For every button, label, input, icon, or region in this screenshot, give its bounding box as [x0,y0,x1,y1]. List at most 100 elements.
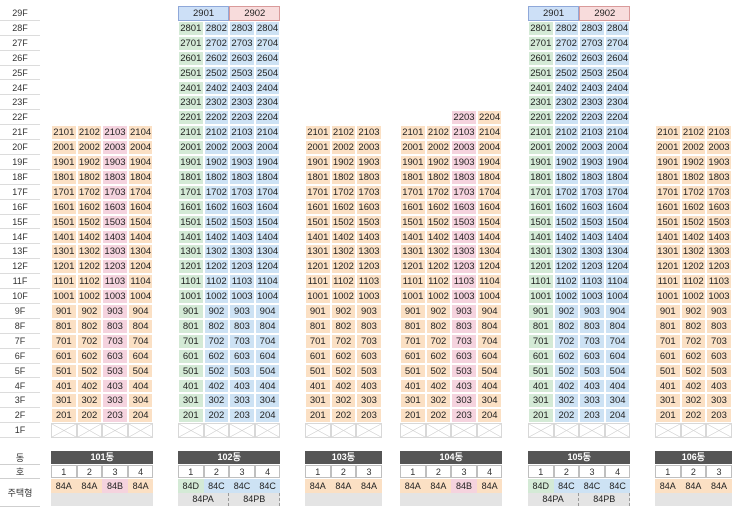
unit-cell[interactable]: 1604 [254,199,281,215]
unit-cell[interactable]: 604 [476,348,503,364]
unit-cell[interactable]: 2704 [254,35,281,51]
unit-cell[interactable]: 1902 [203,155,230,170]
unit-cell[interactable]: 903 [451,304,477,319]
unit-cell[interactable]: 402 [680,378,707,394]
unit-cell[interactable]: 1202 [680,259,707,275]
unit-cell[interactable]: 702 [330,333,357,349]
unit-cell[interactable]: 402 [553,378,580,394]
unit-cell[interactable]: 1502 [425,214,452,230]
unit-cell[interactable]: 1503 [229,214,255,230]
unit-cell[interactable]: 1204 [476,259,503,275]
unit-cell[interactable]: 1501 [178,214,204,230]
unit-cell[interactable]: 1301 [655,244,681,260]
unit-cell[interactable]: 1401 [655,229,681,245]
unit-cell[interactable]: 1801 [178,169,204,185]
unit-cell[interactable]: 1503 [451,214,477,230]
unit-cell[interactable]: 1403 [356,229,382,245]
unit-cell[interactable]: 1802 [553,169,580,185]
unit-cell[interactable]: 2803 [579,20,605,36]
unit-cell[interactable]: 2004 [127,140,154,155]
unit-cell[interactable]: 2101 [528,125,554,141]
unit-cell[interactable]: 1901 [528,155,554,170]
unit-cell[interactable]: 1003 [706,289,732,304]
unit-cell[interactable]: 802 [553,318,580,334]
unit-cell[interactable]: 902 [203,304,230,319]
unit-cell[interactable]: 2601 [528,50,554,66]
unit-cell[interactable]: 1901 [305,155,331,170]
unit-cell[interactable]: 703 [356,333,382,349]
unit-cell[interactable]: 2001 [305,140,331,155]
unit-cell[interactable]: 1902 [330,155,357,170]
unit-cell[interactable]: 304 [127,393,154,409]
unit-cell[interactable]: 2501 [528,65,554,81]
unit-cell[interactable]: 2501 [178,65,204,81]
unit-cell[interactable]: 1204 [254,259,281,275]
unit-cell[interactable]: 2702 [203,35,230,51]
unit-cell[interactable]: 1903 [356,155,382,170]
unit-cell[interactable]: 1702 [76,184,103,200]
unit-cell[interactable]: 1701 [655,184,681,200]
unit-cell[interactable]: 2301 [528,95,554,111]
unit-cell[interactable]: 1302 [680,244,707,260]
unit-cell[interactable]: 1701 [400,184,426,200]
unit-cell[interactable]: 1203 [451,259,477,275]
unit-cell[interactable]: 203 [579,408,605,424]
unit-cell[interactable]: 1703 [102,184,128,200]
unit-cell[interactable]: 901 [528,304,554,319]
unit-cell[interactable]: 803 [706,318,732,334]
unit-cell[interactable]: 2103 [229,125,255,141]
unit-cell[interactable]: 1104 [254,274,281,290]
unit-cell[interactable]: 1403 [579,229,605,245]
unit-cell[interactable]: 2204 [476,110,503,126]
unit-cell[interactable]: 801 [178,318,204,334]
unit-cell[interactable]: 603 [356,348,382,364]
unit-cell[interactable]: 202 [425,408,452,424]
unit-cell[interactable]: 1302 [553,244,580,260]
unit-cell[interactable]: 303 [102,393,128,409]
unit-cell[interactable]: 1002 [76,289,103,304]
unit-cell[interactable]: 804 [476,318,503,334]
unit-cell[interactable]: 1304 [604,244,631,260]
unit-cell[interactable]: 1901 [655,155,681,170]
unit-cell[interactable]: 903 [706,304,732,319]
unit-cell[interactable]: 1801 [400,169,426,185]
unit-cell[interactable]: 2002 [76,140,103,155]
unit-cell[interactable]: 1903 [706,155,732,170]
unit-cell[interactable]: 401 [400,378,426,394]
unit-cell[interactable]: 504 [254,363,281,379]
unit-cell[interactable]: 304 [476,393,503,409]
unit-cell[interactable]: 204 [476,408,503,424]
unit-cell[interactable]: 1301 [178,244,204,260]
unit-cell[interactable]: 1503 [706,214,732,230]
unit-cell[interactable]: 1201 [400,259,426,275]
unit-cell[interactable]: 404 [254,378,281,394]
unit-cell[interactable]: 2402 [203,80,230,96]
unit-cell[interactable]: 2403 [229,80,255,96]
unit-cell[interactable]: 501 [178,363,204,379]
unit-cell[interactable]: 402 [203,378,230,394]
unit-cell[interactable]: 1803 [356,169,382,185]
unit-cell[interactable]: 702 [680,333,707,349]
unit-cell[interactable]: 1104 [127,274,154,290]
unit-cell[interactable]: 1702 [203,184,230,200]
unit-cell[interactable]: 301 [51,393,77,409]
unit-cell[interactable]: 1002 [553,289,580,304]
unit-cell[interactable]: 2101 [51,125,77,141]
unit-cell[interactable]: 201 [528,408,554,424]
unit-cell[interactable]: 1402 [76,229,103,245]
unit-cell[interactable]: 601 [400,348,426,364]
unit-cell[interactable]: 1801 [305,169,331,185]
unit-cell[interactable]: 1703 [706,184,732,200]
unit-cell[interactable]: 1903 [229,155,255,170]
unit-cell[interactable]: 1302 [203,244,230,260]
unit-cell[interactable]: 503 [706,363,732,379]
unit-cell[interactable]: 502 [203,363,230,379]
unit-cell[interactable]: 1904 [604,155,631,170]
unit-cell[interactable]: 401 [528,378,554,394]
unit-cell[interactable]: 1303 [579,244,605,260]
unit-cell[interactable]: 802 [76,318,103,334]
unit-cell[interactable]: 503 [229,363,255,379]
unit-cell[interactable]: 1203 [229,259,255,275]
unit-cell[interactable]: 904 [127,304,154,319]
unit-cell[interactable]: 2402 [553,80,580,96]
